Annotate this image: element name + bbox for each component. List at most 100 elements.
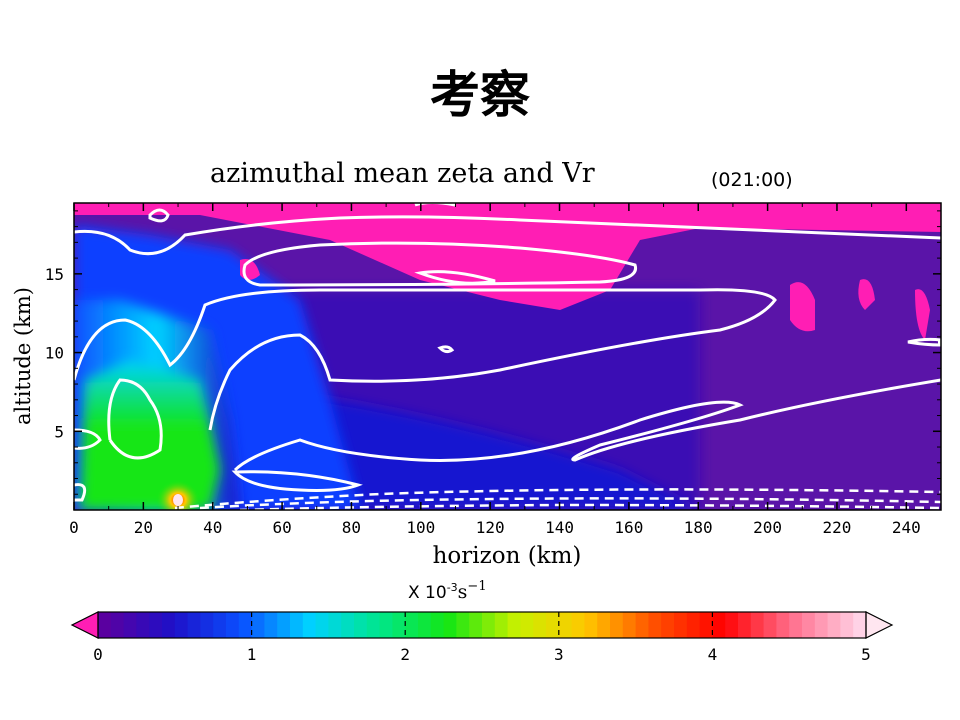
colorbar-cell: [200, 612, 214, 638]
dashed-contour-2: [199, 497, 941, 510]
colorbar-cell: [482, 612, 496, 638]
colorbar-cell: [405, 612, 419, 638]
colorbar-cell: [763, 612, 777, 638]
colorbar-cell: [251, 612, 265, 638]
colorbar-cell: [162, 612, 176, 638]
contour-10: [74, 483, 87, 502]
colorbar-cell: [840, 612, 854, 638]
colorbar-cell: [341, 612, 355, 638]
plot-frame: [73, 202, 942, 511]
colorbar-cell: [597, 612, 611, 638]
y-tick-label: 15: [45, 265, 64, 284]
x-tick-label: 60: [272, 518, 291, 537]
colorbar-cell: [328, 612, 342, 638]
colorbar-cell: [661, 612, 675, 638]
colorbar-cell: [456, 612, 470, 638]
colorbar-tick-label: 2: [400, 645, 410, 664]
contour-8: [233, 378, 941, 472]
colorbar-cell: [827, 612, 841, 638]
colorbar-cell: [238, 612, 253, 638]
field-outflow-magenta: [74, 203, 941, 310]
y-axis: 5 10 15: [45, 210, 941, 495]
x-axis-label: horizon (km): [433, 543, 582, 569]
colorbar-cell: [635, 612, 649, 638]
contour-4: [414, 270, 496, 285]
colorbar-cell: [226, 612, 240, 638]
y-tick-label: 10: [45, 344, 64, 363]
slide-title: 考察: [430, 66, 530, 124]
y-axis-label: altitude (km): [11, 287, 35, 425]
dashed-contour-3: [239, 503, 941, 510]
colorbar-cell: [674, 612, 688, 638]
contours-solid: [74, 203, 941, 502]
colorbar-cell: [648, 612, 662, 638]
x-tick-label: 180: [684, 518, 713, 537]
colorbar-cell: [110, 612, 125, 638]
contours-dashed: [174, 488, 941, 510]
contour-9: [231, 470, 363, 492]
colorbar-cell: [315, 612, 329, 638]
colorbar-cell: [789, 612, 803, 638]
contour-13: [437, 345, 455, 354]
colorbar-cell: [712, 612, 726, 638]
colorbar-cell: [520, 612, 534, 638]
colorbar-cell: [507, 612, 521, 638]
colorbar-cell: [776, 612, 790, 638]
colorbar-cell: [366, 612, 381, 638]
y-tick-label: 5: [54, 422, 64, 441]
colorbar-cell: [571, 612, 585, 638]
colorbar-cell: [469, 612, 483, 638]
colorbar-cell: [430, 612, 445, 638]
colorbar-cell: [622, 612, 637, 638]
colorbar-cell: [533, 612, 547, 638]
colorbar-cell: [558, 612, 573, 638]
x-tick-label: 0: [69, 518, 79, 537]
contour-14: [414, 203, 456, 207]
colorbar-tick-label: 4: [708, 645, 718, 664]
colorbar-cell: [546, 612, 560, 638]
colorbar-cell: [494, 612, 509, 638]
colorbar-cell: [277, 612, 291, 638]
colorbar-cell: [699, 612, 713, 638]
colorbar-cell: [686, 612, 701, 638]
colorbar-cell: [264, 612, 278, 638]
x-tick-label: 120: [476, 518, 505, 537]
colorbar-cell: [725, 612, 739, 638]
x-tick-label: 140: [545, 518, 574, 537]
colorbar-cell: [802, 612, 816, 638]
field-eyewall-green: [80, 360, 220, 510]
colorbar-cell: [123, 612, 137, 638]
contour-1: [74, 215, 941, 256]
colorbar-cell: [149, 612, 163, 638]
colorbar-cell: [302, 612, 317, 638]
field-hot-spot: [173, 494, 183, 506]
colorbar-cell: [136, 612, 150, 638]
contour-5: [74, 288, 777, 431]
dashed-contour-1: [174, 488, 941, 510]
contour-7: [107, 378, 163, 460]
colorbar-tick-label: 3: [554, 645, 564, 664]
x-tick-label: 20: [134, 518, 153, 537]
colorbar-tick-label: 1: [247, 645, 257, 664]
field-outflow-patch2: [858, 279, 875, 310]
heatmap-field: [74, 203, 941, 510]
colorbar-frame: [97, 611, 867, 639]
contour-2: [148, 208, 170, 223]
x-tick-label: 220: [823, 518, 852, 537]
colorbar-cell: [379, 612, 393, 638]
colorbar: 0 1 2 3 4 5: [70, 611, 894, 664]
x-tick-label: 200: [753, 518, 782, 537]
chart-time-label: (021:00): [711, 169, 793, 191]
colorbar-tick-label: 0: [93, 645, 103, 664]
x-tick-label: 160: [614, 518, 643, 537]
colorbar-under-arrow: [70, 611, 99, 639]
x-axis: 0 20 40 60 80 100 120 140 160 180 200 220 240: [69, 203, 921, 537]
colorbar-cell: [750, 612, 765, 638]
colorbar-cell: [290, 612, 304, 638]
x-tick-label: 80: [342, 518, 361, 537]
colorbar-cell: [98, 612, 112, 638]
units-label: X 10-3s−1: [408, 579, 487, 603]
field-outflow-patch3: [915, 289, 930, 340]
colorbar-cell: [610, 612, 624, 638]
